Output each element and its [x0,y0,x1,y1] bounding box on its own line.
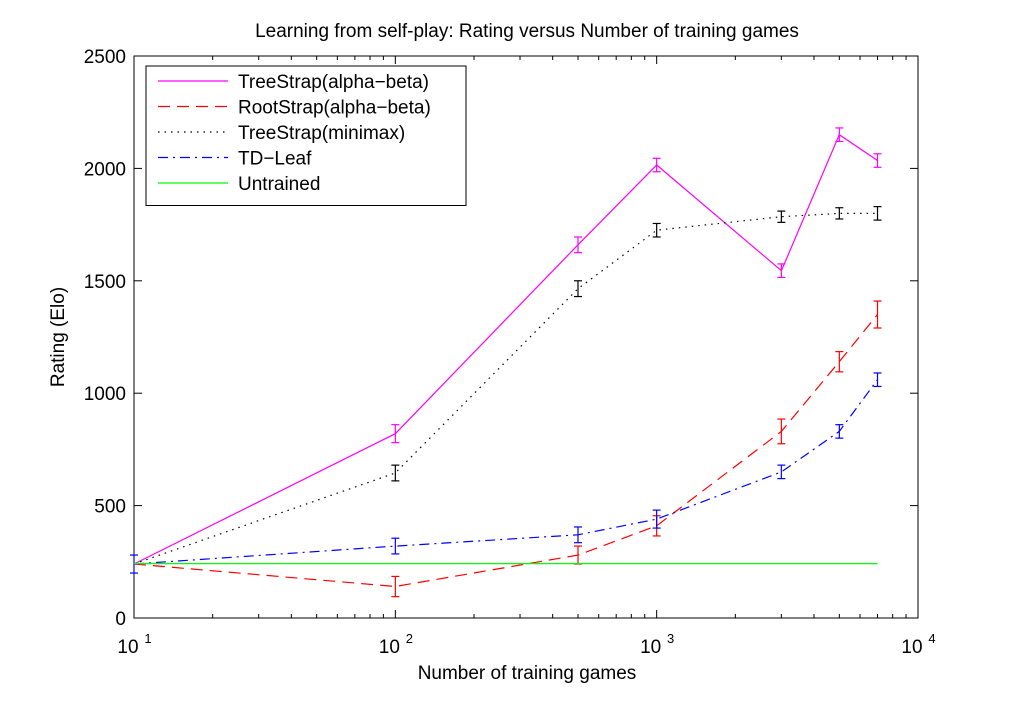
series-1 [134,301,882,597]
x-axis-label: Number of training games [418,663,637,684]
series-3 [130,373,882,573]
legend-label: TreeStrap(alpha−beta) [238,72,429,93]
y-axis-label: Rating (Elo) [48,287,69,387]
x-tick-label: 10 [379,637,400,658]
legend: TreeStrap(alpha−beta) RootStrap(alpha−bet… [146,66,466,206]
legend-label: TD−Leaf [238,149,312,170]
y-tick-label: 1000 [84,384,126,405]
x-tick-exponent: 1 [144,631,151,646]
chart-title: Learning from self-play: Rating versus N… [255,21,799,42]
series-line [134,213,878,564]
x-tick-exponent: 2 [406,631,413,646]
series-line [134,380,878,564]
y-tick-label: 0 [115,609,126,630]
y-tick-label: 2500 [84,47,126,68]
legend-label: Untrained [238,174,320,195]
x-tick-label: 10 [640,637,661,658]
x-tick-label: 10 [117,637,138,658]
x-tick-label: 10 [901,637,922,658]
legend-label: TreeStrap(minimax) [238,123,405,144]
series-line [134,315,878,587]
x-tick-exponent: 3 [667,631,674,646]
y-tick-label: 1500 [84,272,126,293]
legend-label: RootStrap(alpha−beta) [238,98,431,119]
x-tick-exponent: 4 [928,631,935,646]
y-tick-label: 2000 [84,159,126,180]
y-tick-label: 500 [94,497,126,518]
